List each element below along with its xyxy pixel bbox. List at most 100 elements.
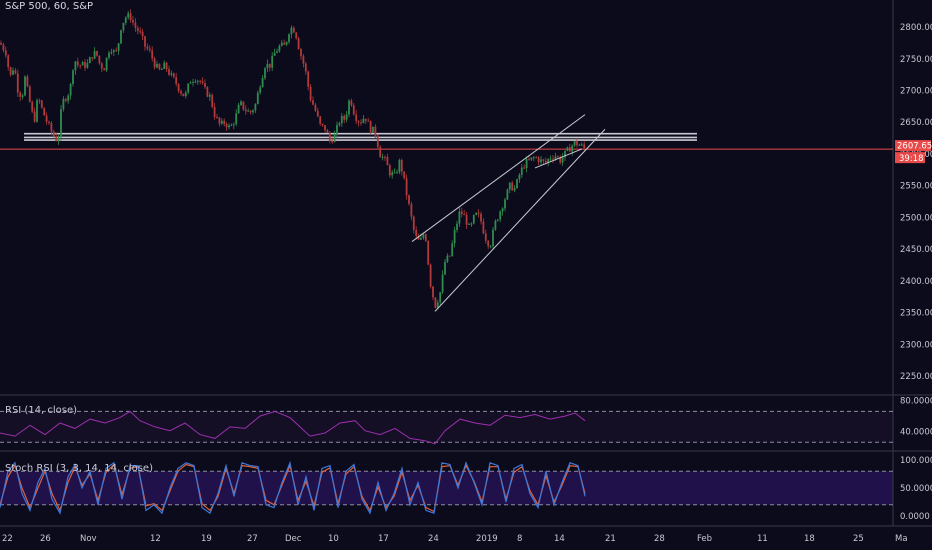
candle-body [364, 118, 367, 121]
time-tick-label: 19 [201, 534, 212, 544]
candle-body [206, 87, 209, 97]
price-tick-label: 2350.00 [900, 309, 932, 319]
candle-body [316, 110, 319, 117]
candle-body [160, 68, 163, 70]
rsi-line [0, 410, 586, 445]
candle-body [542, 159, 545, 162]
candle-body [180, 91, 182, 94]
candle-body [24, 76, 26, 96]
candle-body [340, 115, 343, 124]
time-tick-label: 18 [804, 534, 815, 544]
candle-body [252, 110, 254, 113]
stoch-tick-label: 50.0000 [900, 484, 932, 494]
time-tick-label: Feb [697, 534, 712, 544]
candle-body [148, 48, 151, 51]
candle-body [38, 100, 41, 102]
symbol-title[interactable]: S&P 500, 60, S&P [5, 1, 94, 12]
candle-body [124, 17, 127, 23]
candle-body [182, 93, 185, 97]
candle-body [268, 63, 271, 68]
candle-body [208, 94, 211, 97]
candle-body [177, 83, 180, 92]
candle-body [523, 167, 526, 169]
candle-body [393, 172, 396, 174]
candle-body [170, 73, 173, 75]
candle-body [566, 147, 569, 151]
candle-body [352, 105, 355, 115]
candle-body [513, 188, 516, 191]
candle-body [441, 274, 444, 293]
candle-body [36, 100, 38, 122]
stoch-band [0, 471, 893, 505]
candle-body [132, 19, 134, 23]
candle-body [156, 63, 158, 68]
candle-body [304, 63, 307, 72]
candle-body [141, 31, 144, 37]
candle-body [266, 63, 269, 69]
price-tick-label: 2400.00 [900, 277, 932, 287]
candle-body [528, 159, 530, 161]
candle-body [530, 157, 533, 160]
candle-body [324, 125, 326, 131]
candle-body [348, 100, 350, 115]
candle-body [472, 214, 475, 224]
candle-body [12, 70, 14, 75]
candle-body [549, 158, 552, 160]
candle-body [556, 156, 559, 158]
candle-body [194, 81, 197, 83]
candle-body [343, 115, 346, 120]
candle-body [276, 51, 278, 53]
candle-body [484, 233, 487, 241]
candle-body [40, 100, 43, 108]
candle-body [297, 38, 300, 50]
candle-body [28, 86, 31, 102]
small-channel-line [534, 148, 583, 169]
candle-body [139, 31, 142, 33]
candle-body [412, 216, 415, 230]
candle-body [544, 161, 547, 163]
candle-body [240, 101, 242, 105]
stoch-rsi-title[interactable]: Stoch RSI (3, 3, 14, 14, close) [5, 463, 153, 474]
time-tick-label: 22 [2, 534, 13, 544]
rsi-title[interactable]: RSI (14, close) [5, 405, 78, 416]
candle-body [475, 212, 478, 215]
candle-body [52, 131, 55, 137]
candle-body [218, 117, 221, 124]
candle-body [165, 62, 168, 70]
candle-body [422, 234, 425, 239]
candle-body [192, 81, 194, 83]
candle-body [336, 125, 338, 134]
candle-body [57, 137, 60, 142]
candle-body [288, 34, 290, 42]
candle-body [295, 32, 298, 39]
candle-body [72, 70, 74, 84]
candle-body [357, 121, 360, 123]
wedge-lower-line [434, 128, 606, 312]
candle-body [26, 76, 29, 87]
candle-body [374, 126, 377, 136]
candle-body [345, 114, 348, 120]
candle-body [50, 123, 53, 132]
candle-body [578, 144, 581, 146]
rsi-tick-label: 40.0000 [900, 427, 932, 437]
candle-body [372, 126, 374, 133]
time-tick-label: 14 [554, 534, 565, 544]
candle-body [547, 158, 550, 163]
candle-body [21, 95, 24, 97]
time-tick-label: 26 [40, 534, 51, 544]
candle-body [559, 157, 562, 163]
candle-body [573, 141, 576, 146]
candle-body [55, 136, 58, 142]
candle-body [14, 70, 17, 74]
candle-body [535, 157, 538, 159]
candle-body [496, 219, 499, 221]
candle-body [506, 189, 509, 200]
candle-body [376, 135, 379, 148]
candle-body [391, 172, 394, 176]
candle-body [537, 157, 540, 163]
candle-body [237, 104, 240, 114]
candle-body [444, 261, 446, 275]
candle-body [458, 211, 461, 224]
candle-body [256, 92, 259, 105]
